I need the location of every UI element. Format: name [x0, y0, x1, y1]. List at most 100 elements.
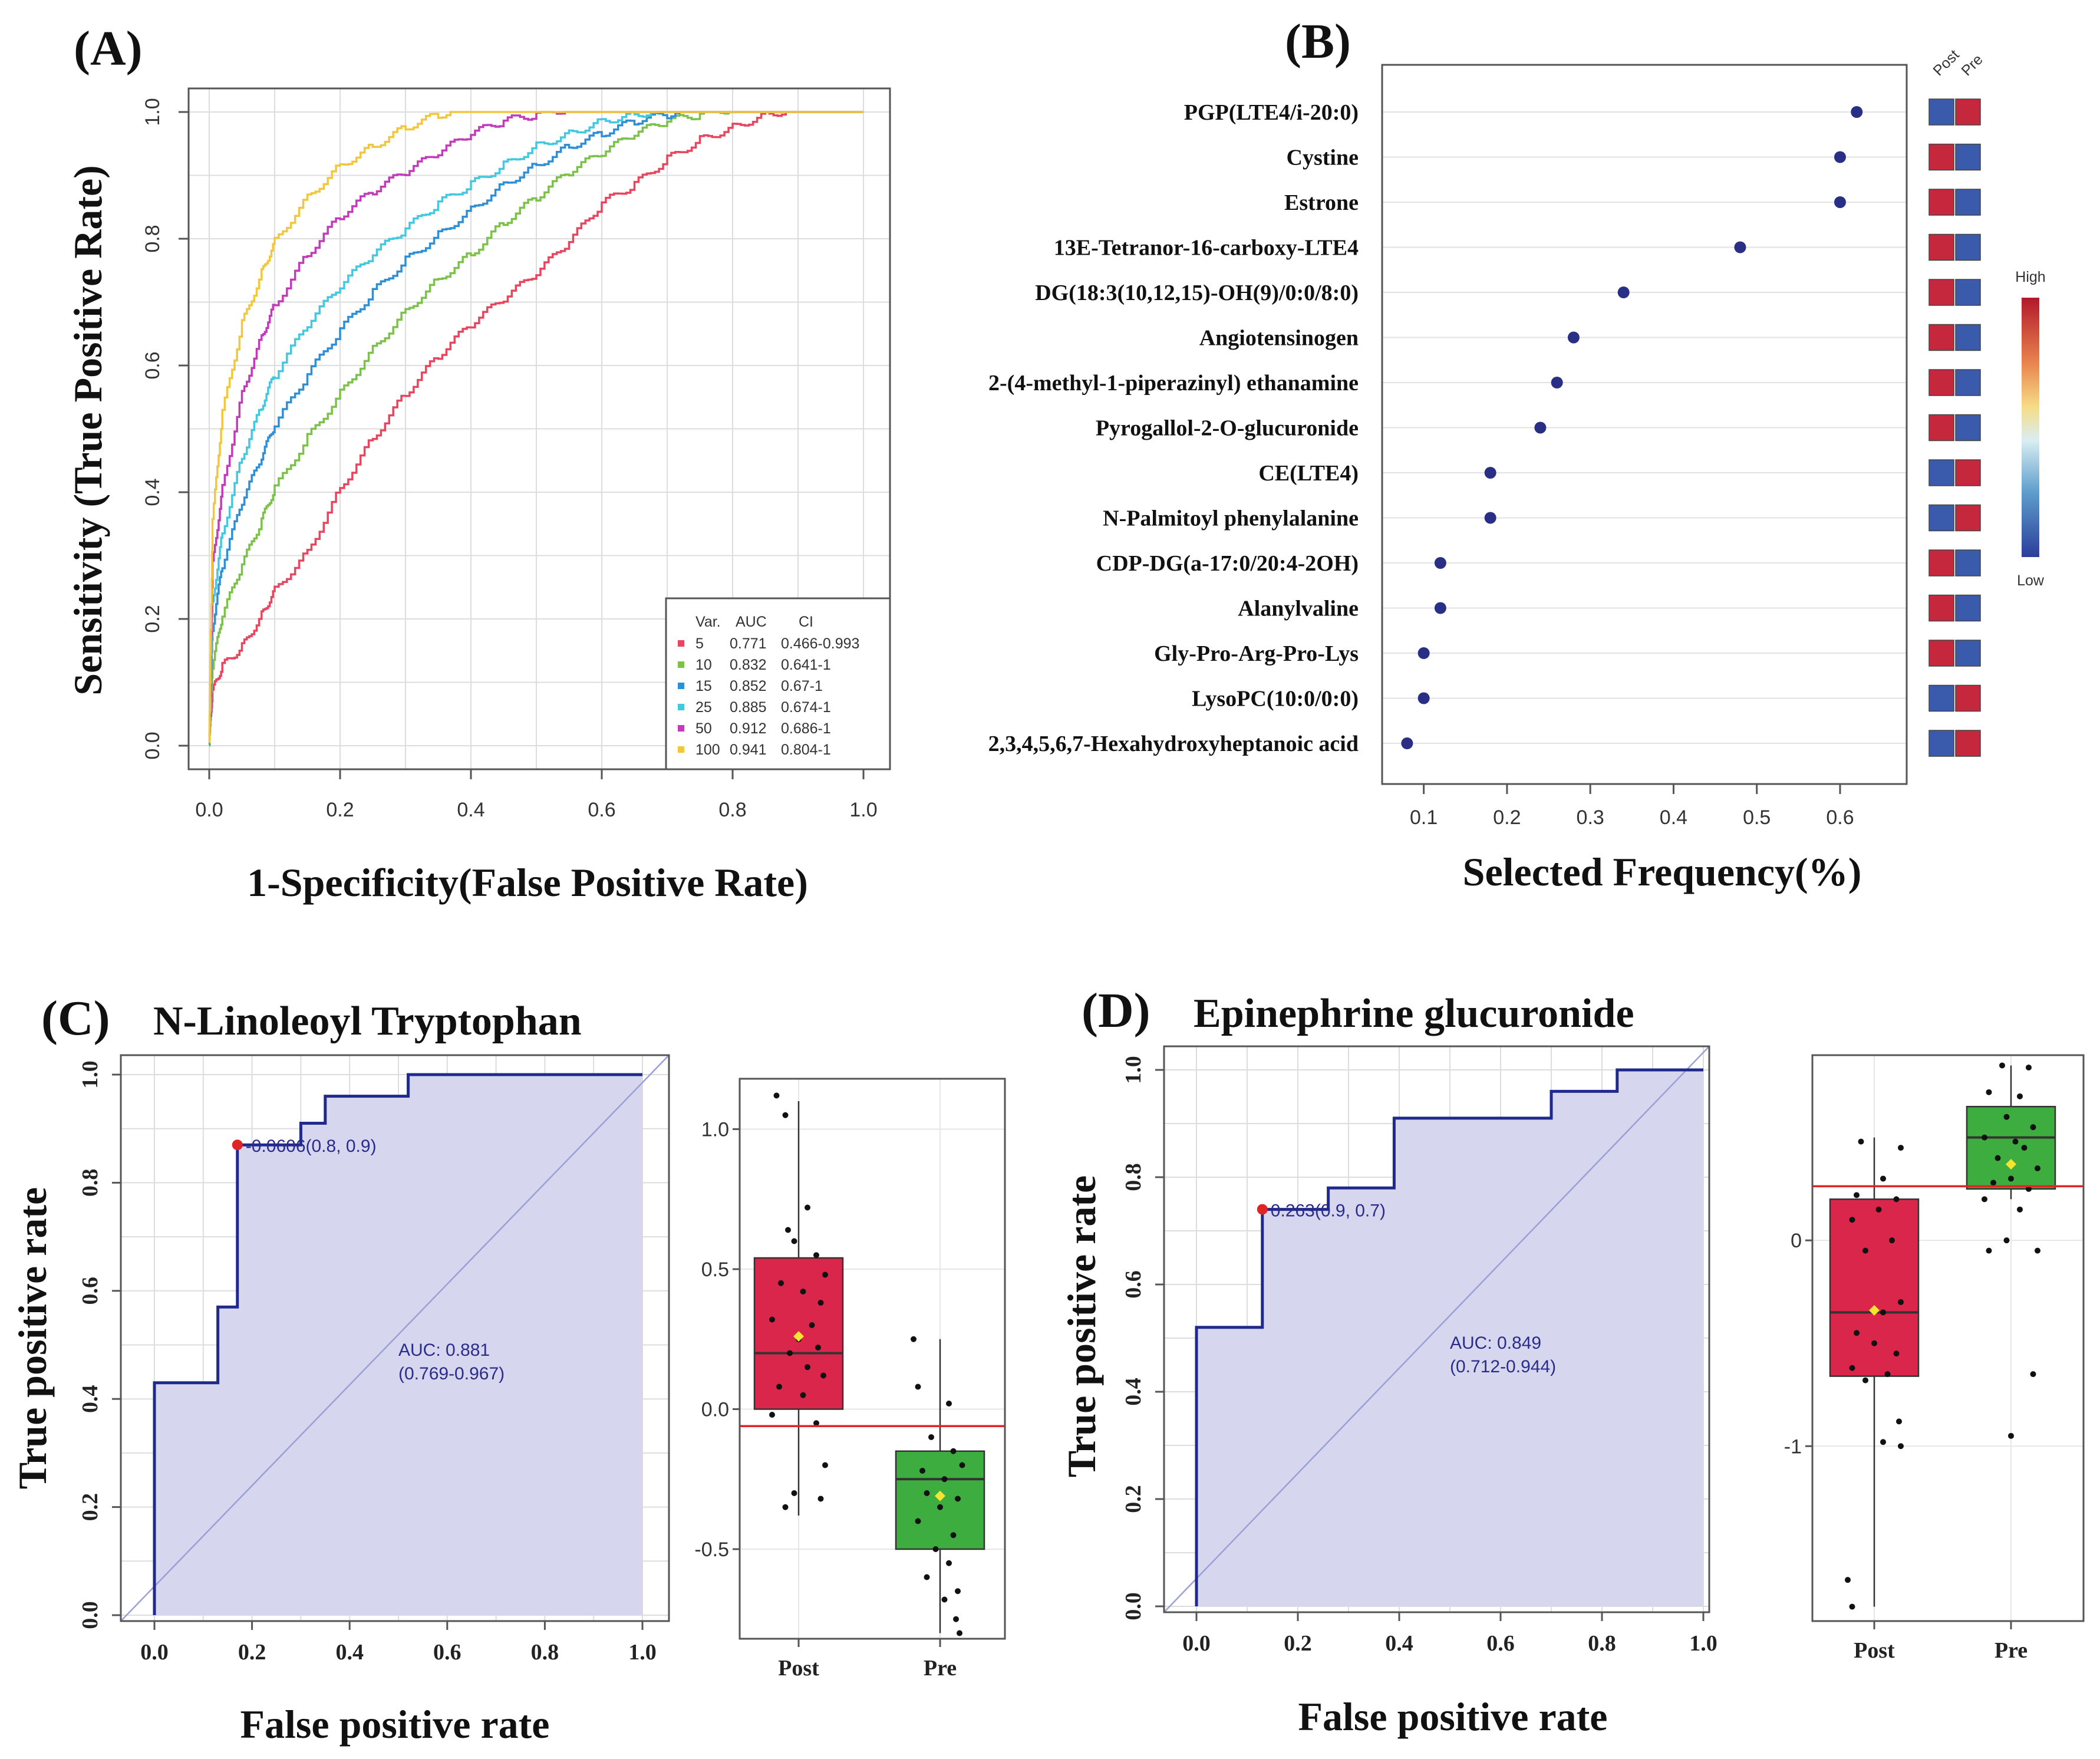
roc-step-curve	[1195, 1068, 1703, 1606]
box-mean-marker	[2006, 1159, 2016, 1170]
roc-y-tick-label: 1.0	[1121, 1056, 1146, 1084]
box-data-point	[1880, 1439, 1886, 1445]
roc-y-tick-label: 1.0	[78, 1060, 103, 1089]
panel-a: (A) 0.0 0.2 0.4 0.6 0.8 1.0 0.0 0.2 0.4 0.6 0.8 1.…	[65, 21, 891, 905]
legend-auc-value: 0.852	[730, 678, 767, 694]
heat-cell-post	[1928, 143, 1954, 171]
legend-swatch-var-100	[678, 746, 684, 753]
box-data-point	[1893, 1196, 1900, 1203]
panel-b-x-tick-label: 0.3	[1577, 806, 1604, 829]
panel-c-letter: (C)	[41, 991, 110, 1046]
roc-cutoff-label: 0.263(0.9, 0.7)	[1271, 1201, 1386, 1221]
box-data-point	[1898, 1145, 1904, 1151]
box-data-point	[776, 1384, 782, 1390]
panel-c-roc-frame	[120, 1054, 670, 1622]
panel-b-plot-bg	[1382, 65, 1907, 784]
box-data-point	[800, 1289, 806, 1294]
box-data-point	[1849, 1217, 1855, 1223]
legend-var-label: 100	[695, 742, 720, 758]
panel-d-roc-frame	[1163, 1045, 1710, 1613]
box-data-point	[1858, 1138, 1864, 1145]
box-data-point	[955, 1588, 961, 1595]
colorbar-high-label: High	[2015, 269, 2045, 285]
roc-auc-label: AUC: 0.849	[1450, 1333, 1541, 1353]
feature-label: Pyrogallol-2-O-glucuronide	[1096, 416, 1359, 441]
roc-x-tick-label: 0.0	[1182, 1631, 1211, 1656]
panel-c: (C) N-Linoleoyl Tryptophan -0.0606(0.8, …	[10, 991, 1006, 1747]
box-data-point	[817, 1300, 824, 1306]
panel-a-y-tick-label: 0.4	[141, 478, 164, 506]
box-data-point	[782, 1112, 789, 1118]
panel-a-x-tick-label: 0.8	[718, 799, 746, 821]
box-data-point	[813, 1252, 819, 1259]
feature-label: N-Palmitoyl phenylalanine	[1103, 506, 1359, 531]
roc-y-tick-label: 0.6	[78, 1277, 103, 1305]
roc-x-tick-label: 0.4	[1385, 1631, 1413, 1656]
box-data-point	[2003, 1114, 2010, 1120]
feature-frequency-dot	[1484, 512, 1496, 524]
box-data-point	[817, 1496, 824, 1502]
box-data-point	[950, 1448, 957, 1454]
panel-a-y-ticks: 0.0 0.2 0.4 0.6 0.8 1.0	[141, 98, 189, 760]
box-data-point	[1875, 1206, 1882, 1213]
legend-var-label: 50	[695, 720, 712, 737]
feature-frequency-dot	[1434, 602, 1446, 614]
box-data-point	[2035, 1165, 2040, 1171]
box-pre	[1966, 1106, 2056, 1190]
roc-step-curve	[153, 1073, 642, 1615]
feature-frequency-dot	[1417, 692, 1430, 704]
legend-ci-value: 0.686-1	[781, 720, 831, 737]
feature-frequency-dot	[1434, 557, 1446, 569]
box-data-point	[2017, 1093, 2023, 1099]
box-data-point	[773, 1092, 780, 1099]
roc-ci-label: (0.712-0.944)	[1450, 1357, 1556, 1376]
feature-frequency-dot	[1417, 647, 1430, 659]
box-y-tick-label: 0.5	[701, 1259, 729, 1281]
box-data-point	[2003, 1237, 2010, 1244]
box-data-point	[1862, 1377, 1868, 1384]
panel-a-legend-box	[665, 597, 891, 770]
roc-x-tick-label: 1.0	[628, 1640, 657, 1665]
roc-x-tick-label: 0.8	[1588, 1631, 1616, 1656]
box-data-point	[1990, 1180, 1996, 1186]
box-data-point	[946, 1401, 952, 1406]
box-data-point	[1889, 1237, 1895, 1244]
heat-cell-pre	[1955, 459, 1981, 486]
legend-var-label: 25	[695, 699, 712, 716]
roc-x-tick-label: 0.0	[140, 1640, 169, 1665]
box-data-point	[778, 1280, 784, 1286]
heat-cell-pre	[1955, 594, 1981, 622]
legend-header-var: Var.	[695, 614, 721, 630]
feature-label: Alanylvaline	[1238, 597, 1359, 621]
roc-line-var-5	[208, 111, 863, 743]
panel-a-x-tick-label: 1.0	[849, 799, 877, 821]
colorbar-low-label: Low	[2017, 572, 2045, 589]
heat-cell-post	[1928, 594, 1954, 622]
box-data-point	[924, 1490, 930, 1496]
feature-frequency-dot	[1851, 106, 1863, 118]
panel-d: (D) Epinephrine glucuronide 0.263(0.9, 0…	[1059, 983, 2085, 1739]
roc-x-tick-label: 1.0	[1689, 1631, 1717, 1656]
box-data-point	[769, 1412, 775, 1418]
panel-c-x-axis-title: False positive rate	[240, 1702, 550, 1747]
box-data-point	[791, 1238, 797, 1244]
roc-y-tick-label: 0.8	[78, 1169, 103, 1197]
heat-cell-pre	[1955, 324, 1981, 351]
box-data-point	[1986, 1247, 1992, 1254]
feature-frequency-dot	[1401, 737, 1413, 749]
roc-line-var-100	[208, 111, 863, 744]
box-data-point	[1898, 1443, 1904, 1450]
panel-d-x-axis-title: False positive rate	[1298, 1694, 1608, 1739]
box-data-point	[1880, 1309, 1886, 1316]
box-data-point	[1986, 1089, 1992, 1095]
legend-ci-value: 0.466-0.993	[781, 635, 859, 652]
feature-label: Gly-Pro-Arg-Pro-Lys	[1154, 641, 1359, 666]
roc-line-var-10	[208, 111, 863, 747]
box-data-point	[1849, 1603, 1855, 1610]
heat-cell-pre	[1955, 189, 1981, 216]
box-y-tick-label: -0.5	[694, 1539, 729, 1561]
box-data-point	[815, 1345, 821, 1350]
panel-b-x-tick-label: 0.5	[1743, 806, 1771, 829]
box-data-point	[1871, 1340, 1877, 1346]
roc-diagonal	[1163, 1046, 1710, 1613]
